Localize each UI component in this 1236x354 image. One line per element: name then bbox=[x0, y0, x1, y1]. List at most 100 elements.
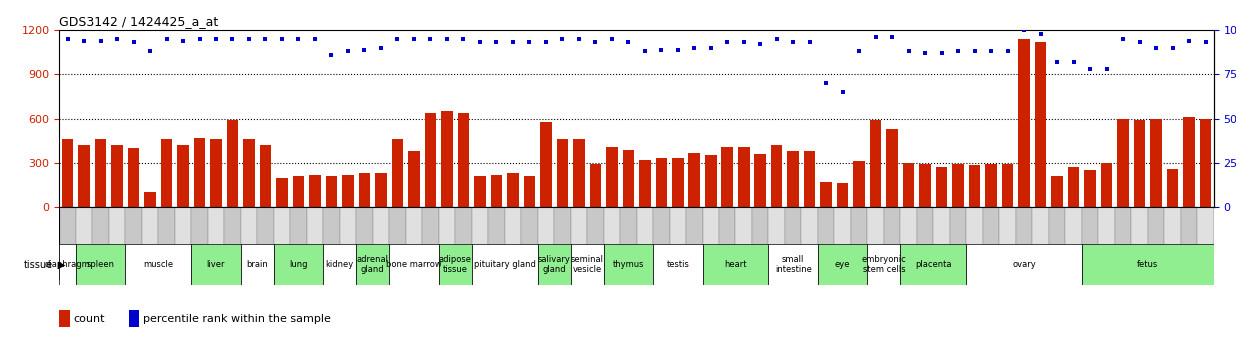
Text: count: count bbox=[74, 314, 105, 324]
Point bbox=[849, 48, 869, 54]
Bar bbox=[886, 129, 897, 207]
Bar bbox=[142, 207, 158, 280]
Bar bbox=[1183, 117, 1195, 207]
Point bbox=[404, 36, 424, 42]
Bar bbox=[754, 154, 766, 207]
Bar bbox=[226, 120, 239, 207]
Text: pituitary gland: pituitary gland bbox=[473, 260, 535, 269]
Text: percentile rank within the sample: percentile rank within the sample bbox=[143, 314, 331, 324]
Bar bbox=[1115, 207, 1131, 280]
Point bbox=[1064, 59, 1084, 65]
Bar bbox=[751, 207, 769, 280]
Bar bbox=[95, 139, 106, 207]
Bar bbox=[389, 207, 405, 280]
Bar bbox=[125, 207, 142, 280]
Point bbox=[618, 40, 638, 45]
Bar bbox=[373, 207, 389, 280]
Text: ▶: ▶ bbox=[58, 259, 66, 270]
Bar bbox=[738, 147, 749, 207]
Bar bbox=[405, 207, 423, 280]
Point bbox=[784, 40, 803, 45]
Bar bbox=[376, 173, 387, 207]
Point bbox=[717, 40, 737, 45]
Bar bbox=[785, 207, 801, 280]
Bar bbox=[818, 207, 834, 280]
Point bbox=[701, 45, 721, 51]
Bar bbox=[260, 145, 271, 207]
Bar bbox=[868, 207, 884, 280]
Bar bbox=[884, 207, 900, 280]
Bar bbox=[769, 244, 818, 285]
Point bbox=[932, 50, 952, 56]
Point bbox=[1179, 38, 1199, 44]
Bar bbox=[1052, 176, 1063, 207]
Bar bbox=[653, 207, 670, 280]
Bar bbox=[1016, 207, 1032, 280]
Bar bbox=[323, 207, 340, 280]
Point bbox=[1114, 36, 1133, 42]
Bar bbox=[920, 164, 931, 207]
Bar bbox=[1180, 207, 1198, 280]
Bar bbox=[606, 147, 618, 207]
Text: adrenal
gland: adrenal gland bbox=[357, 255, 388, 274]
Bar bbox=[603, 207, 620, 280]
Bar bbox=[491, 175, 502, 207]
Bar bbox=[540, 121, 551, 207]
Bar bbox=[273, 244, 323, 285]
Bar bbox=[1082, 207, 1099, 280]
Point bbox=[1015, 27, 1035, 33]
Bar bbox=[488, 207, 504, 280]
Bar bbox=[850, 207, 868, 280]
Point bbox=[438, 36, 457, 42]
Text: thymus: thymus bbox=[613, 260, 644, 269]
Bar bbox=[1101, 163, 1112, 207]
Point bbox=[140, 48, 159, 54]
Bar bbox=[834, 207, 850, 280]
Bar bbox=[1167, 169, 1178, 207]
Point bbox=[388, 36, 408, 42]
Point bbox=[256, 36, 276, 42]
Bar bbox=[358, 173, 371, 207]
Bar bbox=[950, 207, 967, 280]
Text: seminal
vesicle: seminal vesicle bbox=[571, 255, 603, 274]
Text: adipose
tissue: adipose tissue bbox=[439, 255, 472, 274]
Bar bbox=[342, 175, 353, 207]
Bar bbox=[307, 207, 323, 280]
Point bbox=[1146, 45, 1166, 51]
Text: bone marrow: bone marrow bbox=[386, 260, 441, 269]
Point bbox=[470, 40, 489, 45]
Bar bbox=[59, 244, 75, 285]
Bar bbox=[1164, 207, 1180, 280]
Point bbox=[750, 41, 770, 47]
Bar bbox=[425, 113, 436, 207]
Bar bbox=[439, 244, 472, 285]
Bar bbox=[59, 310, 69, 327]
Bar bbox=[1084, 170, 1096, 207]
Bar bbox=[472, 207, 488, 280]
Point bbox=[1096, 66, 1116, 72]
Bar bbox=[769, 207, 785, 280]
Bar bbox=[145, 192, 156, 207]
Text: muscle: muscle bbox=[143, 260, 173, 269]
Bar bbox=[59, 207, 75, 280]
Point bbox=[503, 40, 523, 45]
Bar bbox=[177, 145, 189, 207]
Bar bbox=[1035, 42, 1047, 207]
Bar bbox=[900, 207, 917, 280]
Bar bbox=[868, 244, 900, 285]
Point bbox=[157, 36, 177, 42]
Bar bbox=[457, 113, 470, 207]
Bar bbox=[174, 207, 192, 280]
Bar bbox=[983, 207, 1000, 280]
Bar bbox=[125, 244, 192, 285]
Point bbox=[454, 36, 473, 42]
Text: diaphragm: diaphragm bbox=[44, 260, 90, 269]
Bar bbox=[1000, 207, 1016, 280]
Bar bbox=[705, 155, 717, 207]
Bar bbox=[672, 159, 684, 207]
Bar bbox=[853, 161, 865, 207]
Text: eye: eye bbox=[836, 260, 850, 269]
Bar bbox=[587, 207, 603, 280]
Point bbox=[766, 36, 786, 42]
Point bbox=[965, 48, 985, 54]
